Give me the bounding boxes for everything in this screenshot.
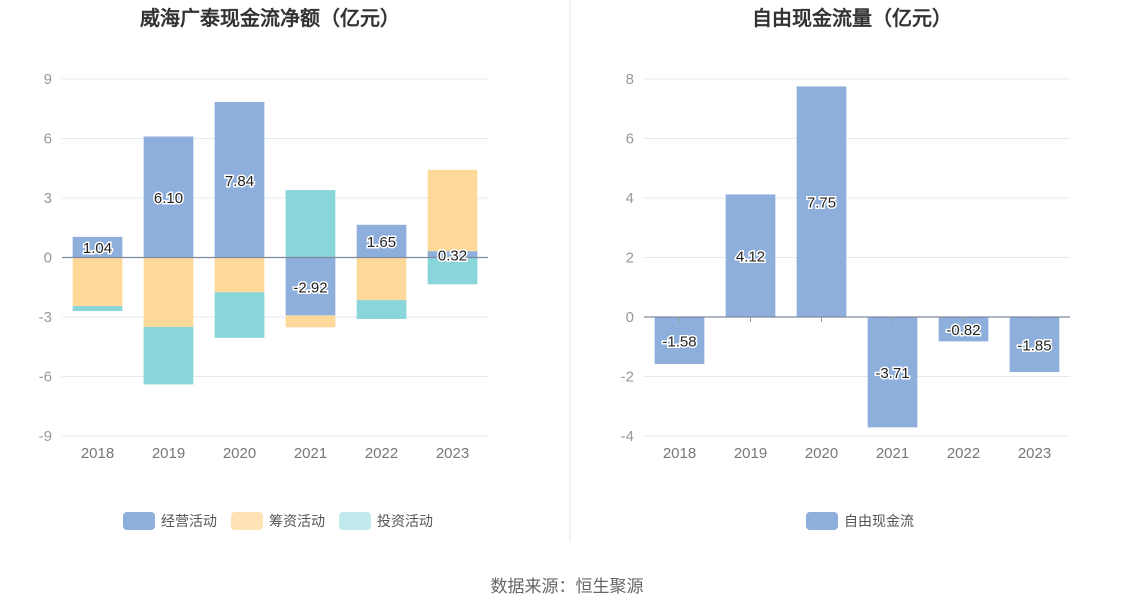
bar-left-2-2023	[427, 257, 478, 285]
bar-right-0-2019	[725, 194, 776, 317]
y-tick-label: 3	[44, 190, 52, 207]
x-tick-label: 2021	[294, 445, 327, 462]
legend-item[interactable]: 自由现金流	[806, 512, 914, 530]
y-tick-label: 4	[626, 190, 634, 207]
data-label: -1.85	[1017, 338, 1051, 355]
bar-left-0-2022	[356, 224, 407, 258]
bar-left-0-2019	[143, 136, 194, 258]
bar-left-1-2023	[427, 169, 478, 252]
data-label: 7.84	[225, 173, 254, 190]
bar-left-1-2020	[214, 257, 265, 293]
x-tick-label: 2023	[1018, 445, 1051, 462]
bar-left-2-2018	[72, 306, 123, 312]
x-tick-label: 2022	[947, 445, 980, 462]
bar-left-2-2019	[143, 326, 194, 385]
x-tick-label: 2019	[734, 445, 767, 462]
y-tick-label: 6	[626, 131, 634, 148]
right-chart: 自由现金流量（亿元） 8 6 4 2 0 -2 -4 -1.58 4.12 7.75 -3.71 -…	[621, 6, 1070, 530]
bar-left-0-2020	[214, 102, 265, 258]
legend-item[interactable]: 经营活动	[123, 512, 217, 530]
y-tick-label: -9	[39, 428, 52, 445]
legend-swatch	[806, 512, 838, 530]
legend-label: 投资活动	[377, 513, 433, 529]
bar-left-0-2021	[285, 257, 336, 316]
bar-left-0-2018	[72, 236, 123, 258]
legend-item[interactable]: 筹资活动	[231, 512, 325, 530]
right-chart-title: 自由现金流量（亿元）	[752, 6, 952, 30]
y-tick-label: 8	[626, 71, 634, 88]
bar-left-2-2021	[285, 190, 336, 258]
x-tick-label: 2018	[81, 445, 114, 462]
data-label: -3.71	[875, 365, 909, 382]
bar-left-1-2021	[285, 315, 336, 328]
y-tick-label: 2	[626, 250, 634, 267]
data-label: -2.92	[293, 279, 327, 296]
data-label: 1.04	[83, 240, 112, 257]
y-tick-label: 0	[44, 250, 52, 267]
bar-right-0-2023	[1009, 317, 1060, 373]
x-tick-label: 2020	[805, 445, 838, 462]
legend-item[interactable]: 投资活动	[339, 512, 433, 530]
bar-left-1-2019	[143, 257, 194, 327]
bar-right-0-2020	[796, 86, 847, 317]
data-label: -1.58	[662, 334, 696, 351]
data-label: 1.65	[367, 234, 396, 251]
data-label: 0.32	[438, 247, 467, 264]
bar-left-1-2022	[356, 257, 407, 301]
x-tick-label: 2022	[365, 445, 398, 462]
x-tick-label: 2021	[876, 445, 909, 462]
data-label: 7.75	[807, 195, 836, 212]
legend-swatch	[339, 512, 371, 530]
y-tick-label: -4	[621, 428, 634, 445]
legend-swatch	[231, 512, 263, 530]
left-chart: 威海广泰现金流净额（亿元） 9 6 3 0 -3 -6 -9 1.04 6.10 7.84 -2.…	[39, 6, 488, 530]
legend-swatch	[123, 512, 155, 530]
data-label: 6.10	[154, 190, 183, 207]
legend-label: 自由现金流	[844, 513, 914, 529]
x-tick-label: 2019	[152, 445, 185, 462]
bar-left-2-2022	[356, 300, 407, 319]
y-tick-label: 6	[44, 131, 52, 148]
y-tick-label: 0	[626, 309, 634, 326]
x-tick-label: 2020	[223, 445, 256, 462]
x-tick-label: 2023	[436, 445, 469, 462]
legend-label: 经营活动	[161, 513, 217, 529]
bar-right-0-2021	[867, 317, 918, 428]
y-tick-label: 9	[44, 71, 52, 88]
bar-left-1-2018	[72, 257, 123, 307]
y-tick-label: -3	[39, 309, 52, 326]
x-tick-label: 2018	[663, 445, 696, 462]
y-tick-label: -6	[39, 369, 52, 386]
bar-left-0-2023	[427, 251, 478, 258]
data-label: -0.82	[946, 322, 980, 339]
bar-right-0-2018	[654, 317, 705, 365]
data-source: 数据来源：恒生聚源	[491, 577, 644, 596]
legend-label: 筹资活动	[269, 513, 325, 529]
left-chart-title: 威海广泰现金流净额（亿元）	[140, 6, 400, 30]
data-label: 4.12	[736, 249, 765, 266]
y-tick-label: -2	[621, 369, 634, 386]
bar-left-2-2020	[214, 292, 265, 338]
